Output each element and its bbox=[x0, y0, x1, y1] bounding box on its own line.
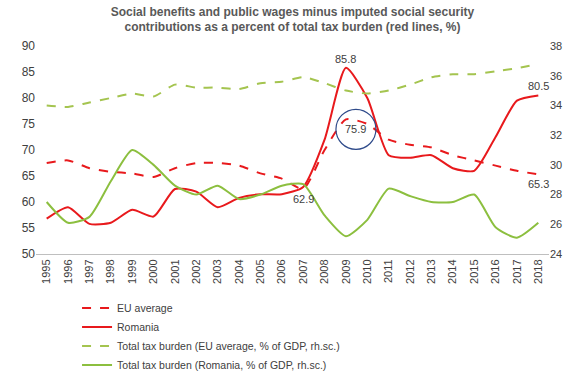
svg-text:2003: 2003 bbox=[211, 259, 223, 283]
svg-text:2011: 2011 bbox=[382, 259, 394, 283]
svg-text:28: 28 bbox=[550, 188, 562, 200]
svg-text:62.9: 62.9 bbox=[293, 193, 314, 205]
svg-text:EU average: EU average bbox=[117, 302, 173, 314]
svg-text:2006: 2006 bbox=[275, 259, 287, 283]
svg-text:24: 24 bbox=[550, 248, 562, 260]
svg-text:2012: 2012 bbox=[404, 259, 416, 283]
svg-text:1998: 1998 bbox=[104, 259, 116, 283]
svg-text:80.5: 80.5 bbox=[528, 80, 549, 92]
svg-text:75.9: 75.9 bbox=[345, 123, 366, 135]
svg-text:38: 38 bbox=[550, 40, 562, 52]
svg-text:2016: 2016 bbox=[489, 259, 501, 283]
svg-text:85: 85 bbox=[22, 65, 36, 79]
svg-text:2008: 2008 bbox=[318, 259, 330, 283]
svg-text:70: 70 bbox=[22, 143, 36, 157]
svg-text:2015: 2015 bbox=[468, 259, 480, 283]
svg-text:50: 50 bbox=[22, 247, 36, 261]
svg-text:2004: 2004 bbox=[233, 259, 245, 283]
svg-text:2018: 2018 bbox=[532, 259, 544, 283]
svg-text:1995: 1995 bbox=[40, 259, 52, 283]
svg-text:Total tax burden (EU average,: Total tax burden (EU average, % of GDP, … bbox=[117, 340, 340, 352]
svg-text:1999: 1999 bbox=[126, 259, 138, 283]
svg-text:1996: 1996 bbox=[62, 259, 74, 283]
svg-text:30: 30 bbox=[550, 159, 562, 171]
svg-text:2002: 2002 bbox=[190, 259, 202, 283]
svg-text:2014: 2014 bbox=[446, 259, 458, 283]
svg-text:2007: 2007 bbox=[297, 259, 309, 283]
svg-text:90: 90 bbox=[22, 39, 36, 53]
svg-text:1997: 1997 bbox=[83, 259, 95, 283]
svg-text:2013: 2013 bbox=[425, 259, 437, 283]
svg-text:2017: 2017 bbox=[511, 259, 523, 283]
svg-text:2005: 2005 bbox=[254, 259, 266, 283]
svg-text:Total tax burden (Romania, % o: Total tax burden (Romania, % of GDP, rh.… bbox=[117, 359, 326, 371]
svg-text:85.8: 85.8 bbox=[335, 53, 356, 65]
svg-text:2000: 2000 bbox=[147, 259, 159, 283]
svg-text:75: 75 bbox=[22, 117, 36, 131]
svg-text:80: 80 bbox=[22, 91, 36, 105]
svg-text:36: 36 bbox=[550, 70, 562, 82]
svg-text:26: 26 bbox=[550, 218, 562, 230]
svg-text:Romania: Romania bbox=[117, 321, 159, 333]
svg-text:2001: 2001 bbox=[169, 259, 181, 283]
svg-text:60: 60 bbox=[22, 195, 36, 209]
svg-text:65.3: 65.3 bbox=[528, 178, 549, 190]
svg-text:34: 34 bbox=[550, 99, 562, 111]
svg-text:Social benefits and public wag: Social benefits and public wages minus i… bbox=[111, 5, 475, 35]
svg-text:32: 32 bbox=[550, 129, 562, 141]
svg-text:65: 65 bbox=[22, 169, 36, 183]
svg-text:55: 55 bbox=[22, 221, 36, 235]
svg-text:2009: 2009 bbox=[340, 259, 352, 283]
svg-text:2010: 2010 bbox=[361, 259, 373, 283]
